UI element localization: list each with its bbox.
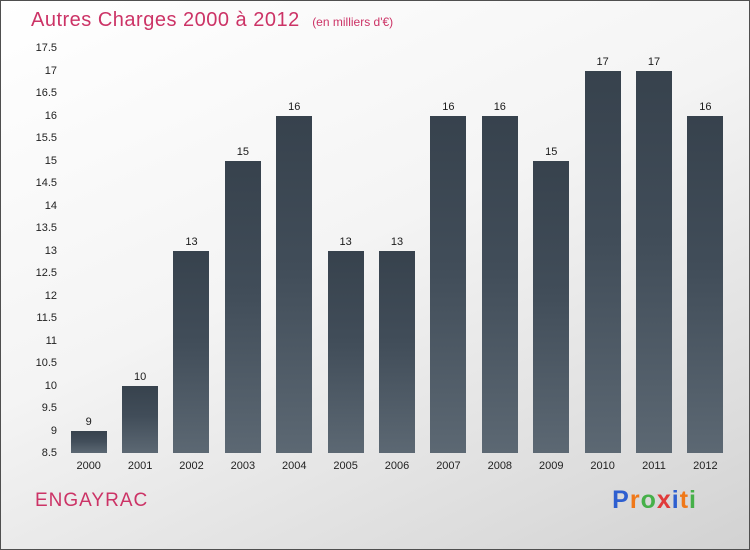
- x-axis-label: 2010: [590, 460, 615, 472]
- bar: [379, 250, 416, 453]
- y-tick-label: 12: [44, 289, 57, 302]
- x-axis-label: 2008: [487, 460, 513, 472]
- chart-title: Autres Charges 2000 à 2012: [31, 9, 300, 31]
- bar: [224, 160, 261, 453]
- y-tick-label: 16.5: [35, 87, 57, 99]
- bar: [122, 385, 159, 453]
- bar: [276, 115, 313, 453]
- y-tick-label: 15: [44, 154, 57, 167]
- y-tick-label: 13.5: [35, 222, 57, 234]
- bar-value-label: 16: [699, 100, 712, 113]
- x-axis-label: 2000: [76, 460, 101, 472]
- bar-value-label: 13: [390, 235, 404, 248]
- x-axis-label: 2004: [282, 460, 307, 472]
- x-axis-label: 2006: [384, 460, 410, 472]
- x-axis-label: 2001: [127, 460, 153, 472]
- bar: [70, 430, 107, 453]
- bar: [687, 115, 724, 453]
- chart-subtitle: (en milliers d'€): [312, 15, 394, 29]
- bar-slot: 15 2009: [526, 48, 577, 472]
- logo-letter: i: [689, 486, 697, 514]
- x-axis-label: 2005: [333, 460, 358, 472]
- y-tick-label: 14.5: [35, 177, 57, 189]
- logo-letter: x: [656, 486, 672, 514]
- bar-slot: 16 2008: [474, 48, 525, 472]
- bar-slot: 13 2002: [166, 48, 217, 472]
- x-axis-label: 2011: [642, 460, 666, 472]
- x-axis-label: 2009: [538, 460, 564, 472]
- y-tick-label: 13: [44, 244, 57, 257]
- bar: [533, 160, 570, 453]
- bar-slot: 17 2011: [628, 48, 679, 472]
- bar: [481, 115, 518, 453]
- y-tick-label: 16: [44, 109, 57, 122]
- x-axis-label: 2003: [230, 460, 256, 472]
- company-name: ENGAYRAC: [35, 490, 149, 511]
- y-axis: 17.5 17 16.5 16 15.5 15 14.5 14 13.5 13 12.5 12 11.5…: [1, 42, 57, 459]
- y-tick-label: 9.5: [41, 402, 57, 414]
- x-axis-label: 2007: [436, 460, 461, 472]
- y-tick-label: 11.5: [36, 312, 57, 324]
- bar: [327, 250, 364, 453]
- y-tick-label: 10: [44, 379, 57, 392]
- bar-slot: 13 2005: [320, 48, 371, 472]
- y-tick-label: 14: [44, 199, 57, 212]
- bar-value-label: 13: [185, 235, 198, 248]
- bar-slot: 10 2001: [114, 48, 165, 472]
- y-tick-label: 8.5: [41, 447, 57, 459]
- bar-slot: 16 2004: [269, 48, 320, 472]
- bar-value-label: 15: [545, 145, 558, 158]
- bar-value-label: 10: [133, 370, 147, 383]
- bar-slot: 16 2007: [423, 48, 474, 472]
- y-tick-label: 12.5: [35, 267, 57, 279]
- logo-letter: r: [629, 486, 641, 514]
- chart-header: Autres Charges 2000 à 2012 (en milliers …: [31, 9, 393, 32]
- x-axis-label: 2002: [179, 460, 204, 472]
- y-tick-label: 9: [50, 424, 57, 437]
- bar: [173, 250, 210, 453]
- bar-slot: 17 2010: [577, 48, 628, 472]
- bar: [430, 115, 467, 453]
- x-axis-label: 2012: [693, 460, 718, 472]
- bar-slot: 13 2006: [371, 48, 422, 472]
- bar: [584, 70, 621, 453]
- plot-area: 9 2000 10 2001 13 2002 15 2003 16 2004 13 2005 13 200…: [63, 48, 731, 472]
- bar: [635, 70, 672, 453]
- bar-value-label: 16: [288, 100, 301, 113]
- bar-value-label: 17: [647, 55, 661, 68]
- proxiti-logo: Proxiti: [612, 486, 697, 515]
- bar-slot: 16 2012: [680, 48, 731, 472]
- bar-value-label: 16: [493, 100, 506, 113]
- y-tick-label: 15.5: [35, 132, 57, 144]
- bar-value-label: 13: [339, 235, 352, 248]
- y-tick-label: 17.5: [35, 42, 57, 54]
- bar-value-label: 9: [85, 415, 92, 428]
- bar-slot: 15 2003: [217, 48, 268, 472]
- y-tick-label: 11: [45, 334, 57, 347]
- bar-value-label: 16: [442, 100, 455, 113]
- logo-letter: t: [679, 486, 690, 514]
- bar-value-label: 15: [236, 145, 249, 158]
- y-tick-label: 17: [44, 64, 57, 77]
- bar-value-label: 17: [596, 55, 609, 68]
- logo-letter: o: [640, 486, 657, 514]
- logo-letter: P: [612, 486, 630, 514]
- y-tick-label: 10.5: [35, 357, 57, 369]
- logo-letter: i: [671, 486, 680, 514]
- bar-slot: 9 2000: [63, 48, 114, 472]
